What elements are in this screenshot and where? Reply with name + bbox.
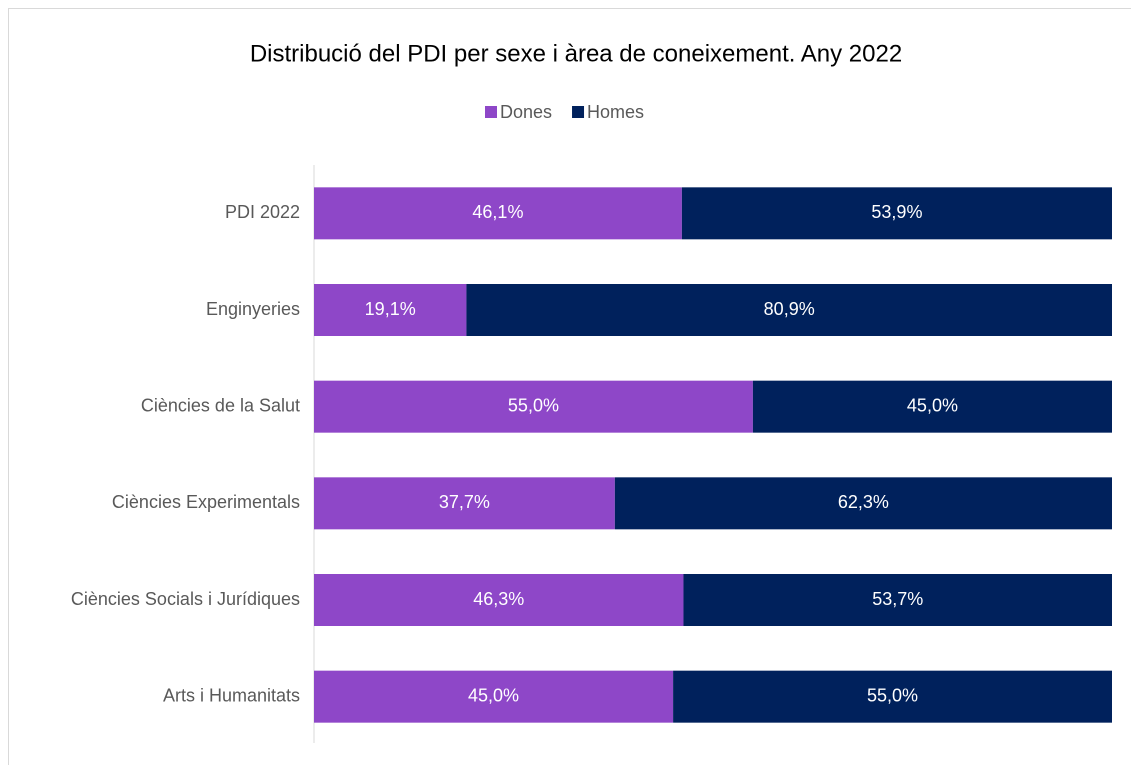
bar-segment	[614, 477, 1112, 530]
bar-segment	[314, 284, 467, 336]
y-tick-label: Arts i Humanitats	[163, 685, 300, 705]
y-tick-label: Ciències Experimentals	[112, 492, 300, 512]
data-label: 55,0%	[508, 395, 559, 415]
bar-segment	[466, 284, 1113, 336]
legend-label: Dones	[500, 102, 552, 122]
chart-title: Distribució del PDI per sexe i àrea de c…	[250, 40, 902, 67]
data-label: 53,7%	[872, 589, 923, 609]
data-label: 45,0%	[907, 395, 958, 415]
bar-segment	[314, 380, 753, 433]
bar-segment	[681, 187, 1112, 240]
data-label: 55,0%	[867, 685, 918, 705]
data-label: 80,9%	[764, 299, 815, 319]
y-tick-label: Ciències Socials i Jurídiques	[71, 589, 300, 609]
legend-label: Homes	[587, 102, 644, 122]
data-label: 53,9%	[871, 202, 922, 222]
bar-segment	[314, 670, 674, 723]
bar-segment	[314, 477, 615, 530]
bar-segment	[683, 574, 1112, 626]
legend-swatch	[485, 106, 497, 118]
data-label: 46,1%	[472, 202, 523, 222]
data-label: 19,1%	[365, 299, 416, 319]
bar-segment	[314, 574, 684, 626]
legend-swatch	[572, 106, 585, 118]
y-tick-label: Ciències de la Salut	[141, 395, 300, 415]
data-label: 37,7%	[439, 492, 490, 512]
bar-segment	[673, 670, 1112, 723]
data-label: 46,3%	[473, 589, 524, 609]
bar-segment	[752, 380, 1112, 433]
bar-segment	[314, 187, 682, 240]
data-label: 62,3%	[838, 492, 889, 512]
y-tick-label: Enginyeries	[206, 299, 300, 319]
y-tick-label: PDI 2022	[225, 202, 300, 222]
data-label: 45,0%	[468, 685, 519, 705]
